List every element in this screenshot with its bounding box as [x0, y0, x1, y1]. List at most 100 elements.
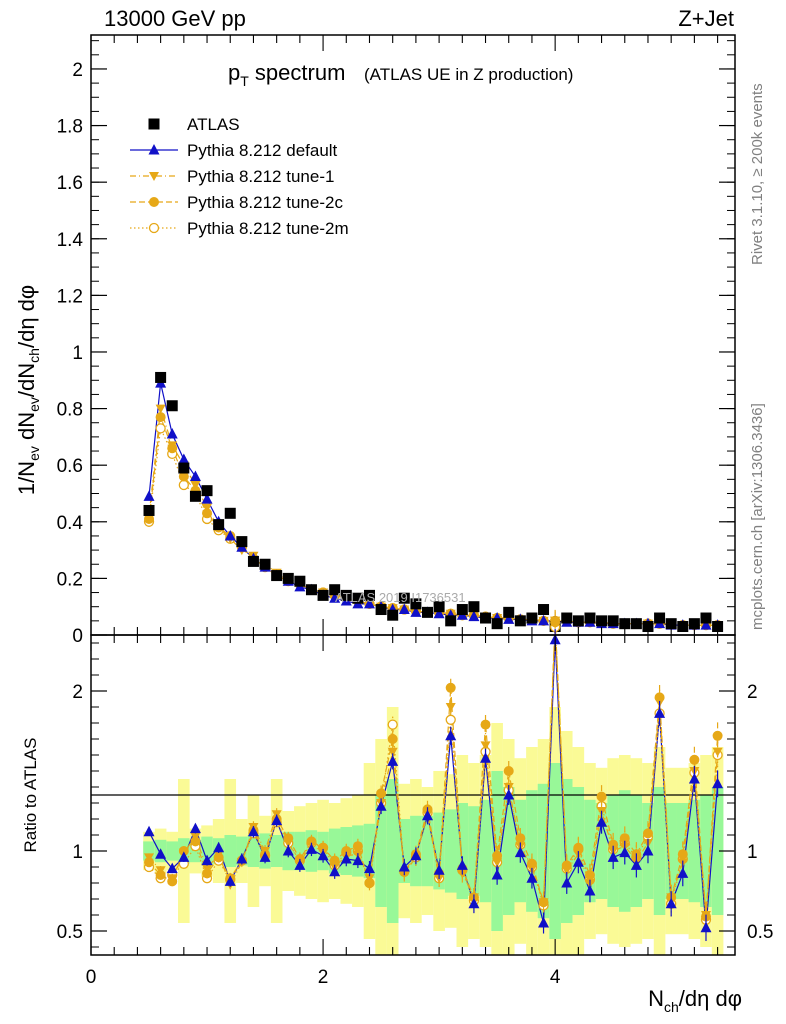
point-data-13 — [294, 575, 306, 587]
ratio-point-tune2c-39 — [596, 791, 607, 802]
ratio-point-default-47 — [688, 773, 700, 784]
ratio-point-default-49 — [712, 777, 724, 789]
main-ytick-label: 1 — [72, 343, 83, 364]
band-inner — [247, 835, 260, 867]
band-inner — [526, 790, 538, 912]
ratio-point-tune1-4 — [190, 832, 201, 842]
band-inner — [468, 806, 480, 896]
point-data-15 — [317, 589, 329, 601]
ratio-ytick-label-right: 2 — [747, 682, 758, 703]
point-default-23 — [410, 606, 422, 617]
point-data-22 — [398, 592, 410, 604]
band-inner — [700, 795, 712, 907]
ratio-point-default-48 — [700, 921, 712, 933]
ratio-point-default-26 — [445, 729, 457, 741]
ratio-plot: 0.5 0.5 1 1 2 2 0 2 4 Ratio to ATLAS Nch/dη dφ — [21, 609, 773, 1015]
ratio-point-default-14 — [305, 843, 317, 854]
ratio-point-tune2c-26 — [445, 682, 456, 693]
ratio-point-tune1-2 — [167, 874, 178, 884]
point-data-3 — [178, 462, 190, 474]
ratio-xtick-label: 0 — [86, 967, 97, 988]
ratio-point-tune2c-49 — [712, 730, 723, 741]
band-inner — [653, 787, 666, 915]
band-inner — [444, 809, 457, 893]
point-data-31 — [503, 606, 515, 618]
x-axis-label: Nch/dη dφ — [648, 986, 742, 1015]
point-default-5 — [201, 493, 213, 504]
band-inner — [421, 815, 434, 887]
point-data-33 — [526, 612, 538, 624]
ratio-point-default-46 — [677, 867, 689, 878]
band-inner — [328, 828, 341, 874]
ratio-point-tune1-5 — [202, 864, 213, 874]
ratio-point-default-32 — [514, 846, 526, 858]
point-data-4 — [189, 490, 201, 502]
band-inner — [560, 779, 573, 923]
band-inner — [236, 836, 248, 866]
ratio-point-tune1-34 — [538, 898, 549, 908]
ratio-ytick-label: 1 — [72, 842, 83, 863]
point-default-34 — [538, 614, 550, 626]
band-inner — [363, 823, 376, 879]
ratio-point-default-18 — [352, 854, 364, 866]
main-plot: 0 0.2 0.4 0.6 0.8 1 1.2 1.4 1.6 1.8 2 1/Nev dNev/d… — [14, 34, 736, 647]
ratio-point-default-37 — [572, 856, 584, 867]
point-data-1 — [155, 371, 167, 383]
ratio-point-tune1-29 — [480, 741, 491, 751]
ratio-point-default-2 — [166, 862, 178, 874]
main-ytick-label: 1.2 — [57, 286, 83, 307]
legend-marker-tune2m — [148, 222, 160, 234]
band-inner — [502, 787, 515, 915]
ratio-point-tune1-19 — [364, 874, 375, 884]
band-inner — [375, 795, 387, 907]
point-tune1-4 — [190, 481, 201, 490]
ratio-point-tune2m-26 — [445, 714, 456, 725]
main-ytick-label: 0.2 — [57, 569, 83, 590]
plot-title: pT spectrum — [228, 60, 345, 89]
ratio-point-tune1-35 — [550, 616, 561, 626]
ratio-point-default-30 — [491, 869, 503, 880]
plot-title-paren: (ATLAS UE in Z production) — [364, 65, 573, 84]
ratio-point-default-33 — [526, 872, 538, 883]
point-default-2 — [166, 428, 178, 439]
point-data-28 — [468, 601, 480, 613]
legend-marker-data — [148, 118, 160, 130]
ratio-point-default-9 — [247, 825, 259, 837]
point-default-16 — [329, 592, 341, 603]
point-data-2 — [166, 400, 178, 412]
ratio-point-tune2c-20 — [376, 788, 387, 799]
band-inner — [294, 831, 306, 871]
point-data-30 — [491, 618, 503, 630]
band-inner — [479, 799, 492, 903]
point-data-48 — [700, 612, 712, 624]
ratio-point-tune1-26 — [445, 703, 456, 712]
point-data-0 — [143, 504, 155, 516]
point-data-6 — [213, 519, 225, 531]
band-inner — [386, 779, 399, 923]
ratio-point-tune2c-18 — [352, 841, 363, 852]
legend: ATLAS Pythia 8.212 default Pythia 8.212 tu… — [130, 115, 349, 238]
ratio-point-default-21 — [387, 755, 399, 766]
point-data-8 — [236, 536, 248, 548]
ratio-point-default-17 — [340, 853, 352, 864]
ratio-point-default-40 — [607, 851, 619, 862]
ratio-point-default-16 — [329, 865, 341, 877]
band-inner — [711, 787, 724, 915]
ratio-point-default-31 — [503, 789, 515, 800]
point-data-37 — [572, 615, 584, 627]
ratio-point-tune2c-29 — [480, 719, 491, 730]
main-ytick-label: 0.4 — [57, 513, 84, 534]
ratio-point-default-36 — [561, 877, 573, 888]
legend-label-tune2c: Pythia 8.212 tune-2c — [187, 193, 343, 212]
ratio-point-tune1-36 — [561, 866, 572, 876]
ratio-point-default-15 — [317, 849, 329, 861]
point-default-0 — [143, 490, 155, 501]
point-default-28 — [468, 610, 480, 622]
point-data-7 — [224, 507, 236, 519]
ratio-point-default-22 — [398, 861, 410, 872]
ratio-point-default-34 — [538, 917, 550, 928]
ratio-point-tune1-21 — [387, 747, 398, 757]
band-inner — [143, 841, 155, 861]
band-inner — [166, 841, 179, 861]
point-data-20 — [375, 604, 387, 616]
